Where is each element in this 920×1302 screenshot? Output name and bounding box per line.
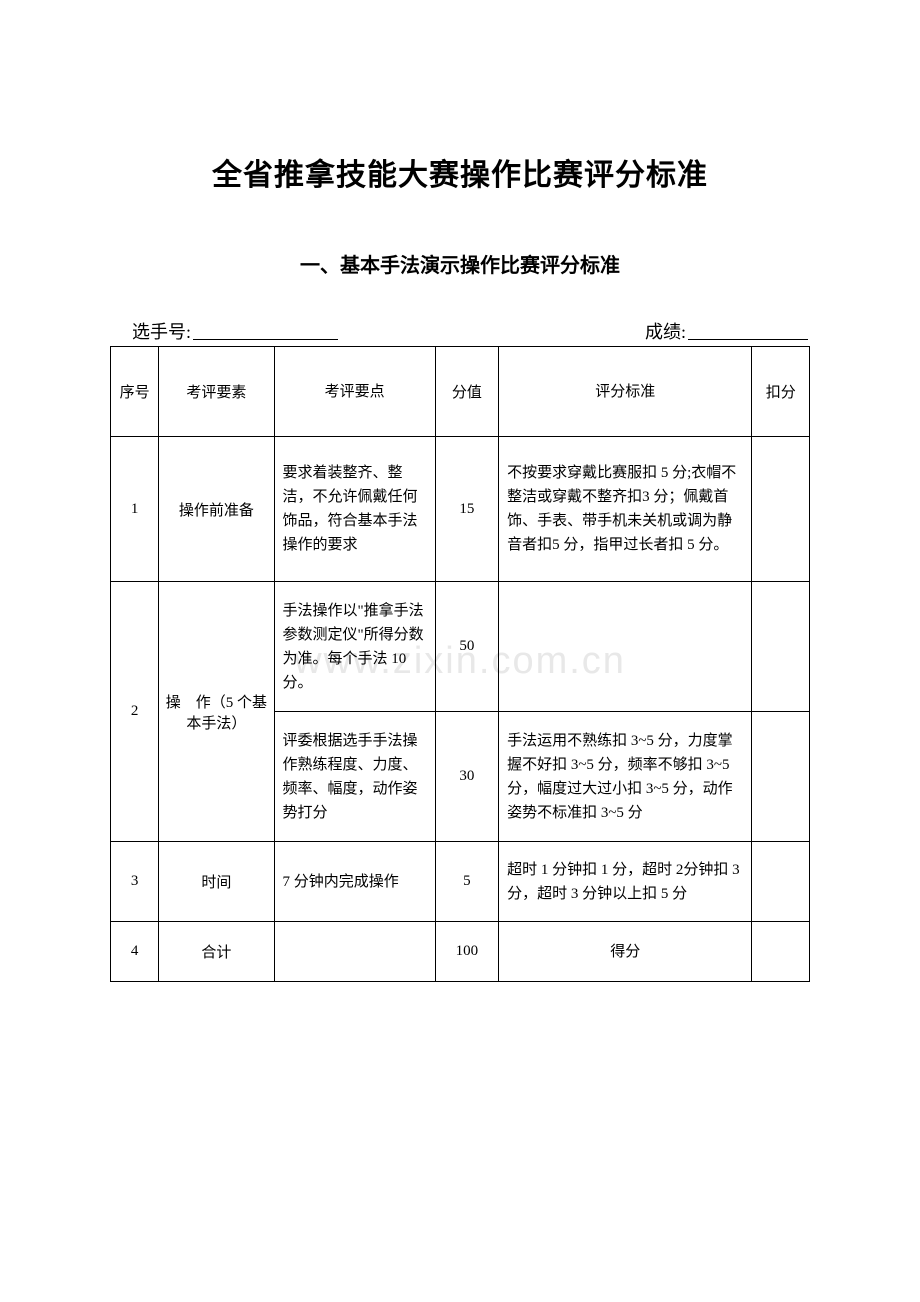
cell-deduct-3 <box>752 842 810 922</box>
cell-deduct-4 <box>752 922 810 982</box>
contestant-label: 选手号: <box>132 318 191 344</box>
cell-seq-2: 2 <box>111 582 159 842</box>
table-header-row: 序号 考评要素 考评要点 分值 评分标准 扣分 <box>111 347 810 437</box>
form-spacer <box>338 318 605 344</box>
document-page: 全省推拿技能大赛操作比赛评分标准 一、基本手法演示操作比赛评分标准 选手号: 成… <box>0 0 920 982</box>
cell-standard-4: 得分 <box>499 922 752 982</box>
cell-standard-2a <box>499 582 752 712</box>
cell-score-4: 100 <box>435 922 498 982</box>
header-deduct: 扣分 <box>752 347 810 437</box>
cell-standard-2b: 手法运用不熟练扣 3~5 分，力度掌握不好扣 3~5 分，频率不够扣 3~5 分… <box>499 712 752 842</box>
header-element: 考评要素 <box>159 347 274 437</box>
table-row: 4 合计 100 得分 <box>111 922 810 982</box>
cell-score-2b: 30 <box>435 712 498 842</box>
table-row: 2 操 作（5 个基本手法） 手法操作以"推拿手法参数测定仪"所得分数为准。每个… <box>111 582 810 712</box>
header-seq: 序号 <box>111 347 159 437</box>
score-label: 成绩: <box>645 318 686 344</box>
cell-score-1: 15 <box>435 437 498 582</box>
cell-points-1: 要求着装整齐、整洁，不允许佩戴任何饰品，符合基本手法操作的要求 <box>274 437 435 582</box>
header-standard: 评分标准 <box>499 347 752 437</box>
cell-points-2b: 评委根据选手手法操作熟练程度、力度、频率、幅度，动作姿势打分 <box>274 712 435 842</box>
header-points: 考评要点 <box>274 347 435 437</box>
score-underline <box>688 318 808 340</box>
table-row: 3 时间 7 分钟内完成操作 5 超时 1 分钟扣 1 分，超时 2分钟扣 3 … <box>111 842 810 922</box>
cell-points-2a: 手法操作以"推拿手法参数测定仪"所得分数为准。每个手法 10 分。 <box>274 582 435 712</box>
cell-deduct-2b <box>752 712 810 842</box>
cell-deduct-2a <box>752 582 810 712</box>
form-header: 选手号: 成绩: <box>110 318 810 344</box>
header-score: 分值 <box>435 347 498 437</box>
cell-element-1: 操作前准备 <box>159 437 274 582</box>
scoring-table: 序号 考评要素 考评要点 分值 评分标准 扣分 1 操作前准备 要求着装整齐、整… <box>110 346 810 982</box>
cell-seq-1: 1 <box>111 437 159 582</box>
cell-standard-3: 超时 1 分钟扣 1 分，超时 2分钟扣 3 分，超时 3 分钟以上扣 5 分 <box>499 842 752 922</box>
cell-seq-4: 4 <box>111 922 159 982</box>
cell-seq-3: 3 <box>111 842 159 922</box>
cell-points-4 <box>274 922 435 982</box>
cell-element-3: 时间 <box>159 842 274 922</box>
sub-title: 一、基本手法演示操作比赛评分标准 <box>110 249 810 278</box>
cell-element-4: 合计 <box>159 922 274 982</box>
cell-deduct-1 <box>752 437 810 582</box>
cell-element-2: 操 作（5 个基本手法） <box>159 582 274 842</box>
table-row: 1 操作前准备 要求着装整齐、整洁，不允许佩戴任何饰品，符合基本手法操作的要求 … <box>111 437 810 582</box>
cell-standard-1: 不按要求穿戴比赛服扣 5 分;衣帽不整洁或穿戴不整齐扣3 分；佩戴首饰、手表、带… <box>499 437 752 582</box>
cell-score-2a: 50 <box>435 582 498 712</box>
contestant-underline <box>193 318 338 340</box>
cell-score-3: 5 <box>435 842 498 922</box>
main-title: 全省推拿技能大赛操作比赛评分标准 <box>110 150 810 194</box>
cell-points-3: 7 分钟内完成操作 <box>274 842 435 922</box>
